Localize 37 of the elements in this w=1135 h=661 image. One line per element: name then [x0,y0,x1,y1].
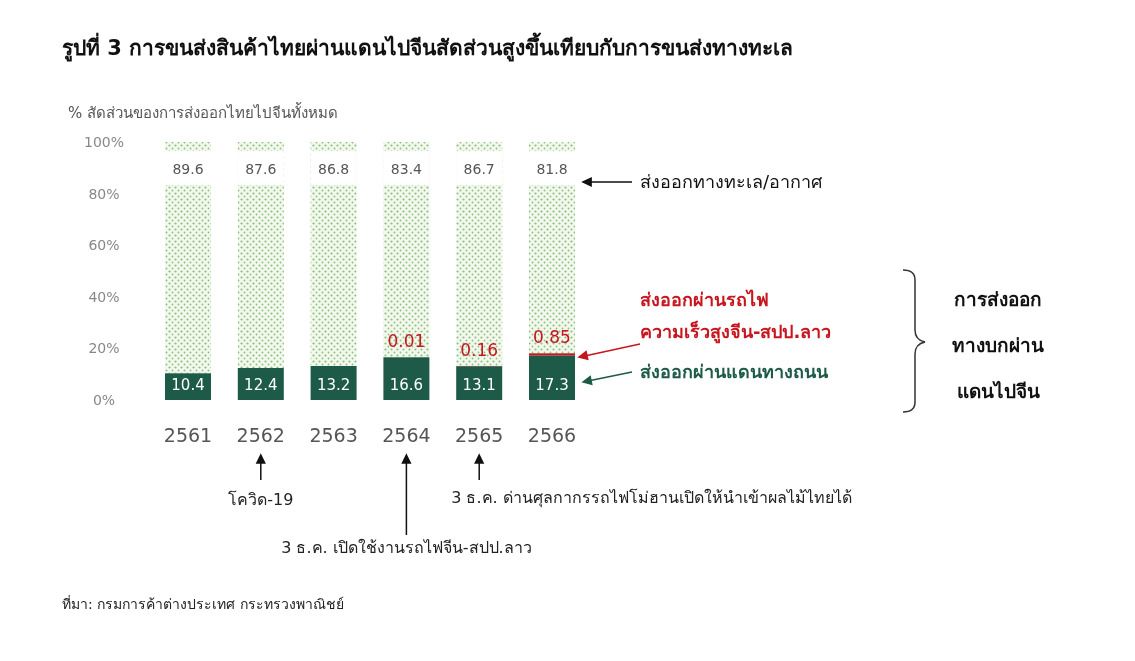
data-label: 13.2 [316,376,351,394]
y-tick-label: 40% [88,288,120,305]
x-tick-label: 2563 [309,424,358,446]
legend-label: ส่งออกผ่านแดนทางถนน [640,361,829,382]
text: ส่งออกทางทะเล/อากาศ [640,171,824,192]
data-label: 86.8 [318,161,350,177]
x-tick-label: 2565 [455,424,504,446]
data-label: 13.1 [462,376,496,394]
y-tick-label: 100% [83,134,125,150]
data-label: 87.6 [245,161,277,177]
y-tick-label: 60% [88,237,120,254]
text: ส่งออกผ่านรถไฟ ความเร็วสูงจีน-สปป.ลาว [640,289,832,344]
data-label: 0.16 [460,339,499,360]
data-label: 0.01 [387,331,426,352]
data-label: 10.4 [171,376,205,394]
data-label: 89.6 [172,161,204,177]
data-label: 81.8 [536,161,568,178]
y-tick-label: 20% [88,340,120,357]
data-label: 83.4 [390,160,423,177]
data-label: 16.6 [389,376,424,394]
text: 3 ธ.ค. ด่านศุลกากรรถไฟโม่ฮานเปิดให้นำเข้าผลไม้ไทยได้ [451,488,852,508]
data-label: 17.3 [535,376,569,394]
y-tick-label: 0% [92,392,116,408]
text: การส่งออก ทางบกผ่าน แดนไปจีน [952,288,1044,402]
y-tick-label: 80% [88,185,120,202]
data-label: 12.4 [244,376,278,394]
data-label: 86.7 [463,161,495,178]
data-label: 0.85 [533,327,571,348]
x-tick-label: 2561 [163,424,213,446]
y-axis-title: % สัดส่วนของการส่งออกไทยไปจีนทั้งหมด [68,102,339,122]
x-tick-label: 2566 [527,424,577,446]
text: 3 ธ.ค. เปิดใช้งานรถไฟจีน-สปป.ลาว [281,538,532,557]
x-tick-label: 2564 [382,424,431,446]
text: ที่มา: กรมการค้าต่างประเทศ กระทรวงพาณิชย์ [62,595,344,612]
x-tick-label: 2562 [236,424,285,446]
text: โควิด-19 [228,490,294,509]
chart-title: รูปที่ 3 การขนส่งสินค้าไทยผ่านแดนไปจีนสัดส่วนสูงขึ้นเทียบกับการขนส่งทางทะเล [62,32,794,62]
